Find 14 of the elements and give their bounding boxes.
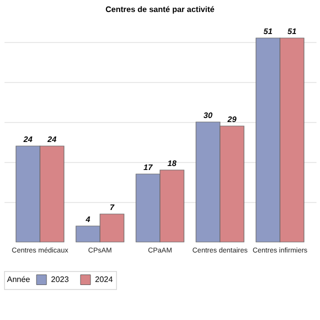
data-label: 7 [110,203,115,212]
data-label: 17 [144,163,153,172]
data-label: 51 [288,27,297,36]
data-label: 24 [22,135,33,144]
data-label: 4 [84,215,91,224]
data-label: 29 [226,115,237,124]
data-label: 30 [204,111,213,120]
data-label: 24 [46,135,57,144]
legend-label: 2024 [95,274,114,284]
legend-title: Année [7,275,31,284]
chart-title: Centres de santé par activité [106,5,216,14]
legend-label: 2023 [51,274,70,284]
data-label: 51 [264,27,273,36]
data-label: 18 [168,159,177,168]
